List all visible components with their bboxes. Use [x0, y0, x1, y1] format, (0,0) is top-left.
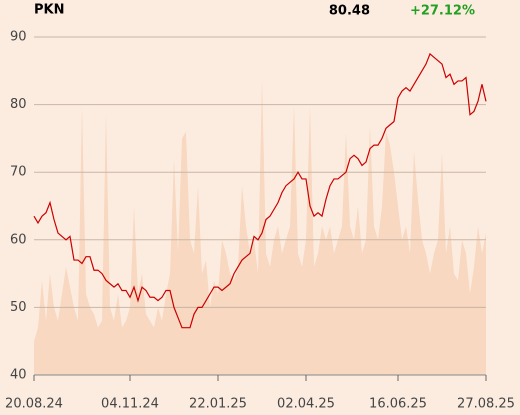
x-tick-label: 04.11.24 [101, 397, 159, 412]
volume-area [34, 77, 486, 375]
ticker: PKN [34, 3, 64, 18]
y-tick-label: 80 [10, 97, 27, 112]
last-price: 80.48 [329, 4, 370, 19]
x-tick-label: 02.04.25 [277, 397, 335, 412]
y-tick-label: 60 [10, 232, 27, 247]
price-line [33, 52, 487, 329]
x-tick-label: 16.06.25 [369, 397, 427, 412]
x-tick-label: 22.01.25 [189, 397, 247, 412]
y-tick-label: 70 [10, 165, 27, 180]
x-tick-label: 20.08.24 [5, 397, 63, 412]
y-tick-label: 40 [10, 368, 27, 383]
change: +27.12% [410, 4, 475, 19]
x-tick-label: 27.08.25 [457, 397, 515, 412]
y-tick-label: 90 [10, 30, 27, 45]
y-tick-label: 50 [10, 300, 27, 315]
